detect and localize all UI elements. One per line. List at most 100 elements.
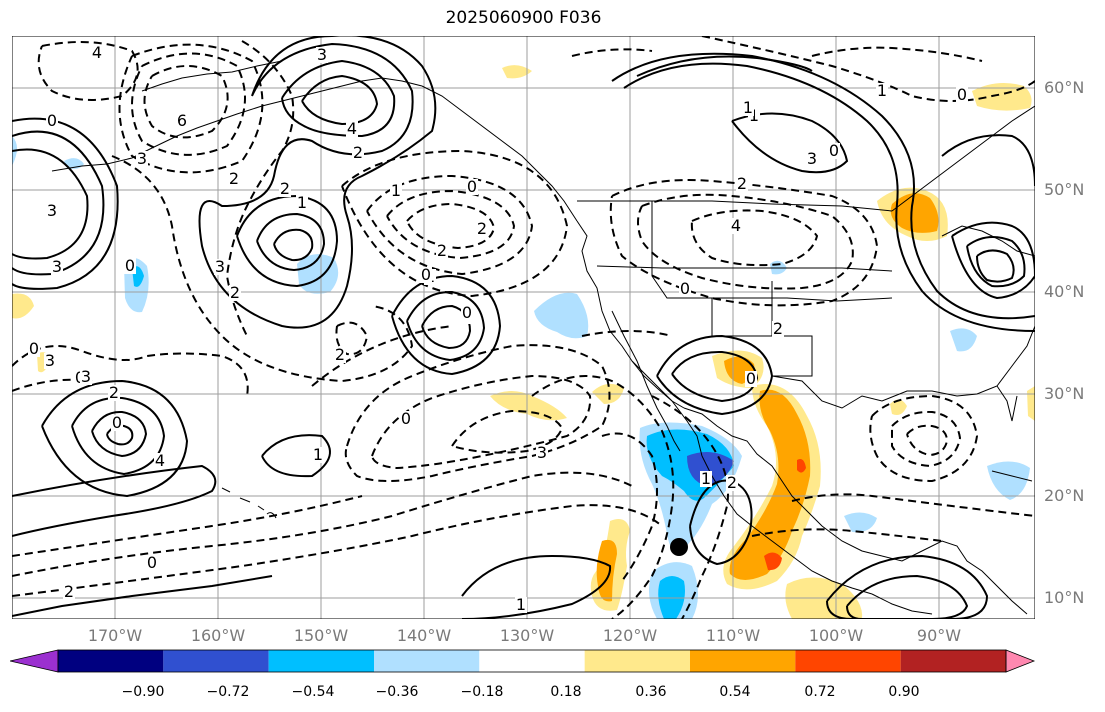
contour-label: 2	[230, 283, 240, 302]
storm-center-marker	[670, 538, 688, 556]
contour-label-background	[279, 181, 291, 197]
contour-label: 0	[147, 553, 157, 572]
colorbar-tick-label: 0.18	[550, 684, 582, 700]
contour-label: 2	[64, 582, 74, 601]
colorbar-tick-label: 0.54	[719, 684, 751, 700]
colorbar-extend-high	[1005, 649, 1036, 673]
contour-label-background	[176, 113, 188, 129]
contour-label-background	[346, 121, 358, 137]
contour-label-background	[46, 113, 58, 129]
shaded-anomalies	[12, 65, 1035, 619]
contour-label-background	[700, 471, 712, 487]
contour-label-background	[80, 369, 92, 385]
contour-label-background	[316, 47, 328, 63]
colorbar-segment	[374, 650, 480, 672]
contour-label-background	[436, 243, 448, 259]
colorbar-segment	[795, 650, 901, 672]
contour-label-background	[476, 221, 488, 237]
contour-label-background	[536, 445, 548, 461]
lon-label-150w: 150°W	[293, 626, 349, 645]
colorbar	[10, 649, 1036, 673]
contour-label: 0	[957, 85, 967, 104]
contour-label-background	[828, 143, 840, 159]
colorbar-tick-label: −0.72	[206, 684, 250, 700]
lat-label-30n: 30°N	[1044, 384, 1085, 403]
contour-label: 3	[137, 149, 147, 168]
contour-label: 0	[462, 303, 472, 322]
colorbar-border	[57, 649, 1007, 673]
colorbar-tick-label: −0.90	[121, 684, 165, 700]
contour-label: 0	[112, 413, 122, 432]
contour-label: 4	[155, 451, 165, 470]
contour-label-background	[806, 151, 818, 167]
contour-label-background	[154, 453, 166, 469]
contour-label-background	[334, 347, 346, 363]
colorbar-segment	[163, 650, 269, 672]
map-panel: 4630342322130321022112003003204103021012…	[12, 36, 1035, 619]
contour-label-background	[111, 415, 123, 431]
contour-label: 6	[177, 111, 187, 130]
contour-label: 0	[829, 141, 839, 160]
contour-label-background	[44, 353, 56, 369]
contour-label: 3	[52, 257, 62, 276]
lon-label-110w: 110°W	[705, 626, 761, 645]
contour-label: 2	[477, 219, 487, 238]
contour-label: 0	[401, 409, 411, 428]
contour-label-background	[515, 597, 527, 613]
contour-label: 0	[125, 256, 135, 275]
contour-label: 3	[47, 201, 57, 220]
contour-label-background	[229, 285, 241, 301]
contour-label: 1	[313, 445, 323, 464]
contour-label: 2	[737, 174, 747, 193]
contour-label: 2	[727, 473, 737, 492]
colorbar-tick-label: 0.36	[635, 684, 667, 700]
colorbar-extend-low	[10, 649, 59, 673]
contour-label-background	[772, 321, 784, 337]
contour-label: 0	[421, 265, 431, 284]
contour-label: 1	[877, 81, 887, 100]
contour-label: 2	[109, 383, 119, 402]
colorbar-tick-label: −0.36	[375, 684, 419, 700]
contour-label: 1	[516, 595, 526, 614]
contour-label: 0	[680, 279, 690, 298]
contour-label: 2	[229, 169, 239, 188]
contour-label: 4	[347, 119, 357, 138]
colorbar-segment	[479, 650, 585, 672]
colorbar-tick-label: 0.72	[804, 684, 836, 700]
contour-label: 2	[773, 319, 783, 338]
lon-label-130w: 130°W	[499, 626, 555, 645]
contour-label-background	[679, 281, 691, 297]
contour-label-background	[136, 151, 148, 167]
lon-label-120w: 120°W	[602, 626, 658, 645]
colorbar-segment	[584, 650, 690, 672]
colorbar-segment	[268, 650, 374, 672]
colorbar-segment	[58, 650, 164, 672]
contour-label: 2	[335, 345, 345, 364]
contour-label-background	[745, 371, 757, 387]
contour-label-background	[726, 475, 738, 491]
contour-label-background	[228, 171, 240, 187]
contour-label: 4	[92, 43, 102, 62]
contour-label-background	[214, 259, 226, 275]
contour-label: 1	[297, 193, 307, 212]
colorbar-segment	[690, 650, 796, 672]
lon-label-160w: 160°W	[190, 626, 246, 645]
contour-label: 4	[731, 216, 741, 235]
map-title: 2025060900 F036	[445, 8, 602, 28]
contour-label-background	[91, 45, 103, 61]
contour-label-background	[956, 87, 968, 103]
contour-label-background	[742, 100, 754, 116]
contour-label-background	[124, 258, 136, 274]
contour-label-background	[51, 259, 63, 275]
contour-label-background	[352, 145, 364, 161]
lon-label-170w: 170°W	[87, 626, 143, 645]
contour-label-background	[420, 267, 432, 283]
contour-label: 1	[701, 469, 711, 488]
contour-label: 2	[280, 179, 290, 198]
contour-label-background	[461, 305, 473, 321]
contour-label: 0	[467, 177, 477, 196]
colorbar-tick-label: 0.90	[888, 684, 920, 700]
lat-label-50n: 50°N	[1044, 180, 1085, 199]
contour-label-background	[390, 183, 402, 199]
contour-label-background	[400, 411, 412, 427]
